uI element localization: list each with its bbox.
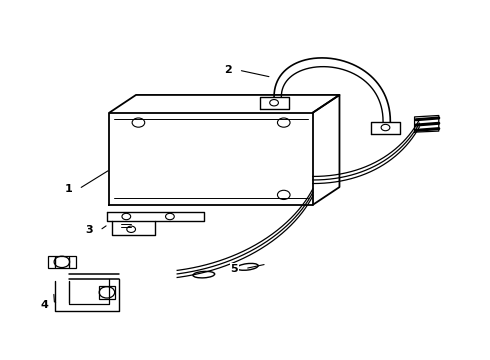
Text: 5: 5: [230, 264, 238, 274]
Text: 4: 4: [40, 300, 48, 310]
Text: 1: 1: [64, 184, 72, 194]
Text: 3: 3: [85, 225, 93, 235]
Text: 2: 2: [224, 65, 232, 75]
